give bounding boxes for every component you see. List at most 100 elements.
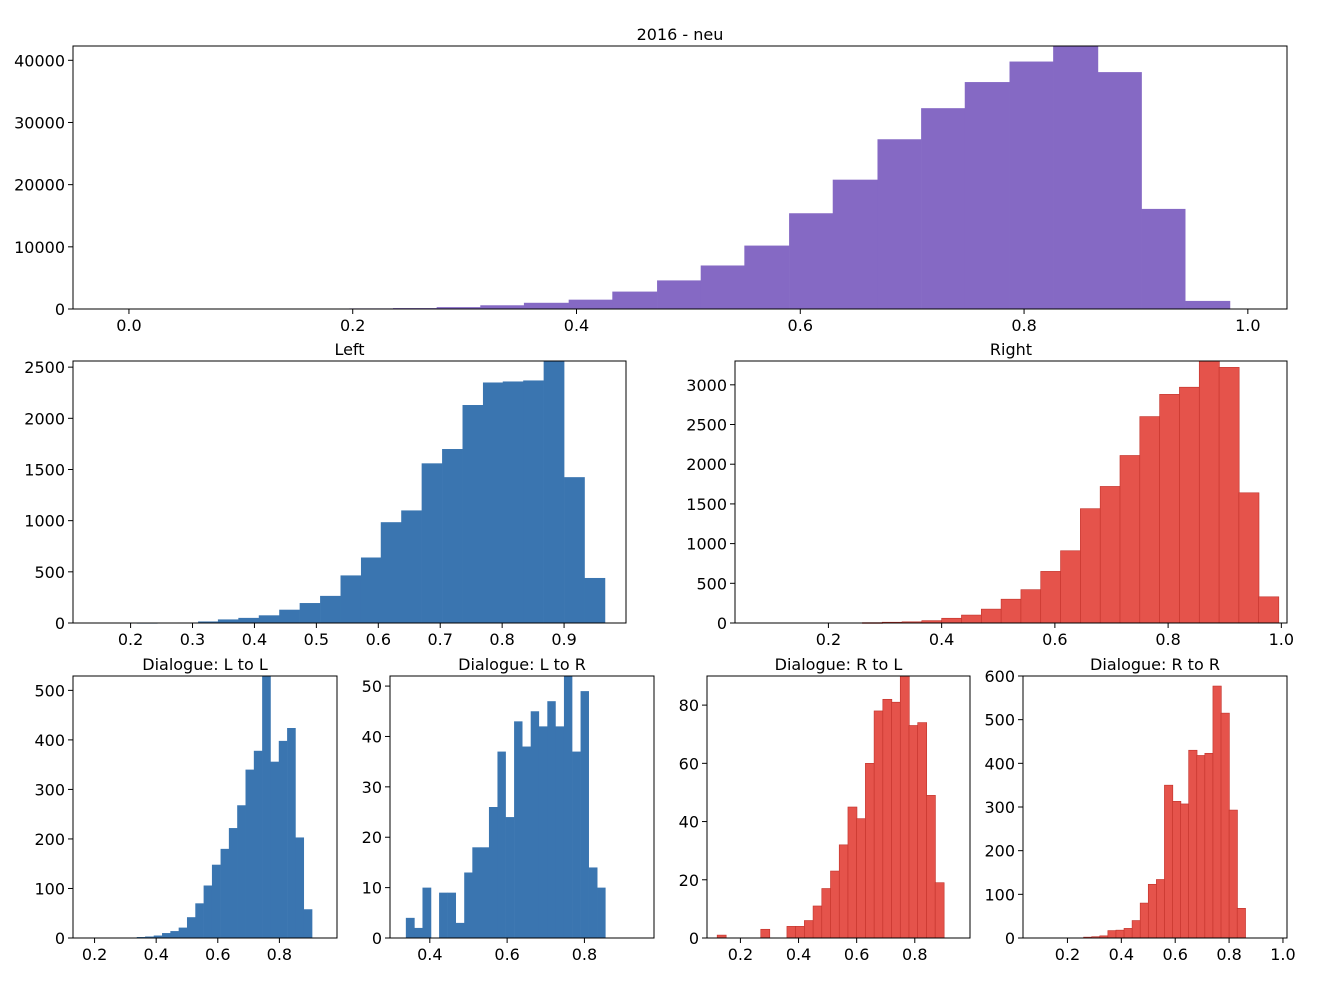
y-tick-label: 20000 [14, 176, 65, 195]
bar-left-14 [421, 463, 443, 623]
bar-ll-4 [162, 933, 171, 938]
panel-left: Left 0.2 0.3 0.4 0.5 0.6 0.7 0.8 0.9 0 500 1000 150… [24, 340, 627, 649]
bar-right-7 [1000, 598, 1022, 624]
bar-right-15 [1159, 394, 1181, 624]
bar-top-9 [744, 245, 790, 309]
y-tick-label: 30000 [14, 113, 65, 132]
y-tick-label: 500 [34, 563, 65, 582]
bar-rr-10 [1164, 784, 1174, 939]
bar-ll-7 [186, 917, 196, 938]
bar-right-14 [1139, 416, 1161, 624]
bar-top-8 [700, 265, 745, 309]
bar-left-10 [340, 575, 362, 623]
y-tick-label: 2000 [24, 409, 65, 428]
panel-dialogue-l-to-r: Dialogue: L to R 0.4 0.6 0.8 0 10 20 30 40 50 [362, 655, 655, 964]
y-tick-label: 0 [55, 300, 65, 319]
bar-rl-12 [821, 888, 832, 939]
bar-left-21 [564, 477, 585, 623]
bar-ll-9 [203, 885, 213, 938]
x-tick-label: 0.5 [304, 630, 329, 649]
panel-title-dialogue-r-to-r: Dialogue: R to R [1090, 655, 1220, 674]
panel-title-dialogue-l-to-l: Dialogue: L to L [142, 655, 268, 674]
y-tick-label: 300 [984, 798, 1015, 817]
x-tick-label: 0.2 [1055, 945, 1080, 964]
bar-rr-12 [1180, 803, 1190, 939]
x-tick-label: 0.2 [340, 316, 365, 335]
y-tick-label: 20 [679, 871, 699, 890]
x-tick-label: 0.4 [242, 630, 267, 649]
bar-ll-21 [303, 909, 313, 938]
panel-title-left: Left [334, 340, 364, 359]
bar-top-10 [789, 213, 834, 309]
bar-right-17 [1198, 360, 1220, 624]
bar-ll-14 [245, 769, 255, 938]
bar-lr-7 [464, 872, 473, 938]
bar-ll-3 [153, 935, 163, 938]
y-tick-label: 1500 [24, 460, 65, 479]
y-tick-label: 0 [689, 929, 699, 948]
x-tick-label: 0.4 [929, 630, 954, 649]
bar-lr-4 [439, 892, 448, 938]
x-tick-label: 0.6 [366, 630, 391, 649]
bar-lr-8 [472, 847, 482, 938]
bar-right-4 [941, 617, 963, 624]
bar-left-11 [360, 557, 382, 623]
y-tick-label: 300 [34, 780, 65, 799]
bar-rl-16 [856, 818, 866, 939]
x-tick-label: 0.6 [1042, 630, 1067, 649]
y-tick-label: 1500 [686, 495, 727, 514]
bar-left-13 [401, 510, 422, 623]
panel-title-right: Right [990, 340, 1032, 359]
bar-lr-2 [422, 887, 432, 938]
axes-frame-lr [389, 675, 655, 939]
axes-frame-rl [706, 675, 971, 939]
bar-left-17 [482, 382, 504, 623]
bar-rr-16 [1212, 685, 1222, 939]
bar-right-19 [1238, 492, 1260, 624]
bar-right-9 [1040, 571, 1062, 624]
bar-rl-9 [795, 926, 805, 939]
panel-dialogue-r-to-r: Dialogue: R to R 0.2 0.4 0.6 0.8 1.0 0 100 200 3… [984, 655, 1295, 964]
bar-lr-20 [572, 751, 581, 938]
x-tick-label: 0.8 [1011, 316, 1036, 335]
y-tick-label: 100 [34, 879, 65, 898]
y-tick-label: 3000 [686, 376, 727, 395]
x-tick-label: 1.0 [1270, 945, 1295, 964]
bar-right-6 [980, 608, 1002, 624]
bar-left-5 [238, 617, 260, 623]
bar-rl-18 [873, 710, 884, 939]
bar-left-4 [217, 619, 239, 623]
panel-title-top: 2016 - neu [637, 25, 724, 44]
bar-left-22 [584, 577, 606, 623]
bar-rr-4 [1115, 929, 1125, 939]
panel-title-dialogue-l-to-r: Dialogue: L to R [458, 655, 586, 674]
bar-ll-11 [220, 848, 230, 938]
y-tick-label: 0 [372, 929, 382, 948]
y-tick-label: 400 [34, 731, 65, 750]
x-tick-label: 0.6 [844, 945, 869, 964]
bar-top-12 [877, 139, 922, 309]
y-tick-label: 0 [55, 929, 65, 948]
bar-rl-8 [786, 926, 797, 939]
bar-lr-15 [530, 711, 540, 938]
x-tick-label: 0.7 [427, 630, 452, 649]
bar-rr-11 [1172, 801, 1182, 939]
y-tick-label: 2000 [686, 455, 727, 474]
y-tick-label: 100 [984, 885, 1015, 904]
x-tick-label: 1.0 [1269, 630, 1294, 649]
x-tick-label: 0.6 [205, 945, 230, 964]
bar-lr-1 [414, 927, 423, 938]
bar-right-10 [1060, 550, 1081, 624]
x-tick-label: 0.2 [82, 945, 107, 964]
bar-ll-8 [195, 903, 204, 938]
y-tick-label: 1000 [24, 512, 65, 531]
bar-left-16 [462, 405, 484, 623]
panel-title-dialogue-r-to-l: Dialogue: R to L [775, 655, 903, 674]
bar-right-20 [1258, 596, 1280, 624]
bar-rl-23 [917, 722, 928, 939]
bar-lr-10 [488, 807, 498, 938]
panel-dialogue-r-to-l: Dialogue: R to L 0.2 0.4 0.6 0.8 0 20 40 60 80 [679, 655, 971, 964]
bar-top-11 [832, 179, 878, 309]
bar-lr-17 [547, 701, 556, 938]
x-tick-label: 0.6 [1162, 945, 1187, 964]
